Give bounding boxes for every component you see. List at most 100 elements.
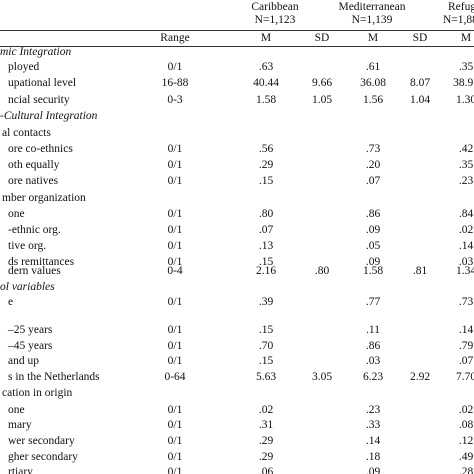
row-label: one [8,404,25,416]
cell: .70 [258,340,274,352]
row-label: ore natives [8,175,59,187]
row-label: e [8,296,14,308]
cell: 40.44 [253,77,279,89]
cell: .02 [458,404,474,416]
row-label: ployed [8,61,40,73]
cell: 0/1 [167,240,183,252]
row-label: ds remittances [8,256,75,268]
cell: .80 [258,208,274,220]
cell: .86 [365,340,381,352]
cell: 0/1 [167,404,183,416]
cell: 8.07 [409,77,431,89]
cell: 6.23 [362,371,384,383]
cell: .28 [458,466,474,474]
cell: .05 [365,240,381,252]
rule [0,30,474,31]
cell: .12 [458,435,474,447]
cell: 3.05 [311,371,333,383]
cell: .15 [258,256,274,268]
cell: .20 [365,159,381,171]
group-n: N=1,889 [443,14,474,26]
subheading: cation in origin [2,387,73,399]
group-header: Caribbean [251,1,299,13]
column-header: Range [160,32,190,44]
cell: .03 [458,256,474,268]
cell: .79 [458,340,474,352]
group-n: N=1,139 [351,14,393,26]
cell: 0/1 [167,175,183,187]
cell: 0/1 [167,451,183,463]
cell: 0-4 [167,265,183,277]
cell: 0/1 [167,143,183,155]
row-label: -ethnic org. [8,224,61,236]
cell: .35 [458,61,474,73]
cell: .07 [458,355,474,367]
cell: 0/1 [167,466,183,474]
column-header: SD [412,32,428,44]
cell: .09 [365,224,381,236]
cell: .08 [458,419,474,431]
cell: .29 [258,159,274,171]
cell: .73 [365,143,381,155]
row-label: s in the Netherlands [8,371,100,383]
cell: .56 [258,143,274,155]
cell: 16-88 [161,77,189,89]
row-label: oth equally [8,159,60,171]
cell: .14 [458,324,474,336]
cell: .77 [365,296,381,308]
section-heading: mic Integration [0,46,72,58]
cell: .03 [365,355,381,367]
cell: .07 [258,224,274,236]
row-label: –25 years [8,324,53,336]
cell: .86 [365,208,381,220]
cell: .14 [458,240,474,252]
cell: .63 [258,61,274,73]
cell: 0/1 [167,61,183,73]
cell: .84 [458,208,474,220]
group-header: Refugee [448,1,474,13]
cell: .23 [458,175,474,187]
row-label: and up [8,355,39,367]
row-label: ore co-ethnics [8,143,73,155]
cell: 5.63 [255,371,277,383]
cell: 0/1 [167,355,183,367]
cell: .02 [258,404,274,416]
row-label: wer secondary [8,435,75,447]
cell: 1.34 [455,265,474,277]
row-label: ncial security [8,94,70,106]
cell: .09 [365,466,381,474]
cell: 0/1 [167,435,183,447]
cell: .29 [258,435,274,447]
cell: 38.91 [453,77,474,89]
cell: 0/1 [167,256,183,268]
cell: .42 [458,143,474,155]
cell: .35 [458,159,474,171]
cell: 1.04 [409,94,431,106]
column-header: M [367,32,379,44]
cell: .80 [314,265,330,277]
cell: 1.58 [255,94,277,106]
cell: 9.66 [311,77,333,89]
cell: 2.16 [255,265,277,277]
row-label: rtiary [8,466,33,474]
row-label: dern values [8,265,61,277]
cell: .39 [258,296,274,308]
cell: 0/1 [167,159,183,171]
cell: .31 [258,419,274,431]
cell: 0-3 [167,94,183,106]
cell: .15 [258,324,274,336]
section-heading: ol variables [0,281,55,293]
cell: .49 [458,451,474,463]
group-header: Mediterranean [338,1,406,13]
row-label: upational level [8,77,77,89]
cell: 36.08 [360,77,386,89]
cell: 0/1 [167,324,183,336]
subheading: mber organization [2,192,86,204]
group-n: N=1,123 [254,14,296,26]
cell: 0/1 [167,419,183,431]
cell: 0/1 [167,208,183,220]
column-header: SD [314,32,330,44]
column-header: M [460,32,472,44]
cell: .81 [412,265,428,277]
